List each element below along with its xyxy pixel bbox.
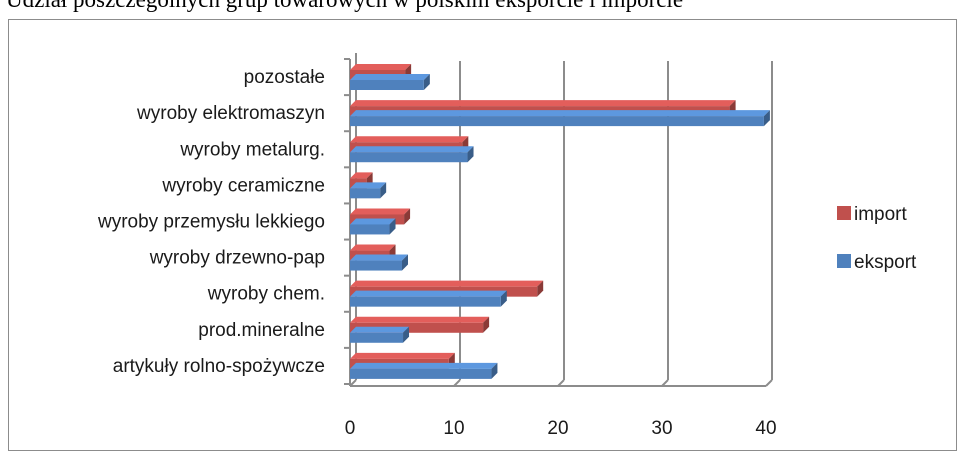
bar-eksport — [350, 188, 381, 199]
bar-import-top — [350, 352, 455, 359]
bar-import-top — [350, 208, 411, 215]
bar-eksport-end — [402, 254, 408, 271]
bar-eksport — [350, 116, 764, 127]
category-label: pozostałe — [244, 67, 325, 88]
bar-eksport-top — [350, 326, 410, 333]
bar-eksport-end — [380, 182, 387, 199]
x-tick-label: 40 — [755, 418, 776, 439]
legend-label: import — [854, 204, 908, 225]
chart-frame — [8, 19, 957, 451]
x-tick-label: 0 — [345, 418, 356, 439]
bar-import-top — [350, 172, 373, 179]
legend-swatch — [837, 206, 851, 220]
bar-import-top — [350, 280, 544, 287]
category-label: wyroby przemysłu lekkiego — [97, 212, 325, 233]
bar-eksport — [350, 260, 402, 271]
bar-eksport-end — [423, 74, 430, 90]
bar-eksport-top — [350, 290, 507, 297]
bar-eksport — [350, 332, 404, 343]
bar-eksport-end — [500, 290, 507, 307]
category-label: wyroby metalurg. — [179, 139, 325, 160]
bar-import — [350, 322, 484, 333]
bar-eksport-top — [350, 146, 474, 153]
gridline-connector — [765, 379, 773, 387]
legend-swatch — [837, 254, 851, 268]
category-label: wyroby chem. — [207, 284, 325, 305]
bar-eksport-end — [491, 362, 498, 379]
category-label: wyroby drzewno-pap — [149, 248, 325, 269]
bar-eksport-top — [350, 110, 770, 117]
gridline-connector — [557, 379, 565, 387]
category-label: wyroby elektromaszyn — [136, 103, 325, 124]
bar-import-end — [404, 208, 411, 225]
bar-import-end — [537, 280, 544, 297]
bar-eksport-top — [350, 362, 498, 369]
bar-eksport-end — [389, 218, 396, 235]
gridline-connector — [661, 379, 669, 387]
bar-eksport — [350, 368, 492, 379]
bar-eksport-top — [350, 182, 387, 189]
bar-eksport — [350, 152, 468, 163]
x-tick-label: 20 — [547, 418, 568, 439]
bar-import-end — [483, 316, 490, 333]
bar-eksport-top — [350, 254, 408, 261]
category-label: artykuły rolno-spożywcze — [113, 356, 325, 377]
bar-eksport-end — [467, 146, 474, 163]
category-label: prod.mineralne — [198, 320, 325, 341]
category-label: wyroby ceramiczne — [161, 175, 325, 196]
bar-eksport-end — [763, 110, 770, 127]
gridline-connector — [453, 379, 461, 387]
legend-label: eksport — [854, 252, 917, 273]
bar-import-top — [350, 136, 469, 143]
bar-import-top — [350, 316, 490, 323]
bar-eksport — [350, 296, 501, 307]
bar-import-top — [350, 64, 412, 70]
bar-eksport — [350, 80, 424, 90]
x-tick-label: 10 — [443, 418, 464, 439]
bar-import-top — [350, 100, 736, 107]
page-title: Udział poszczególnych grup towarowych w … — [6, 0, 962, 14]
bar-eksport-top — [350, 218, 396, 225]
x-tick-label: 30 — [651, 418, 672, 439]
bar-eksport — [350, 224, 390, 235]
bar-eksport-end — [403, 326, 410, 343]
bar-import-top — [350, 244, 396, 251]
bar-eksport-top — [350, 74, 430, 80]
